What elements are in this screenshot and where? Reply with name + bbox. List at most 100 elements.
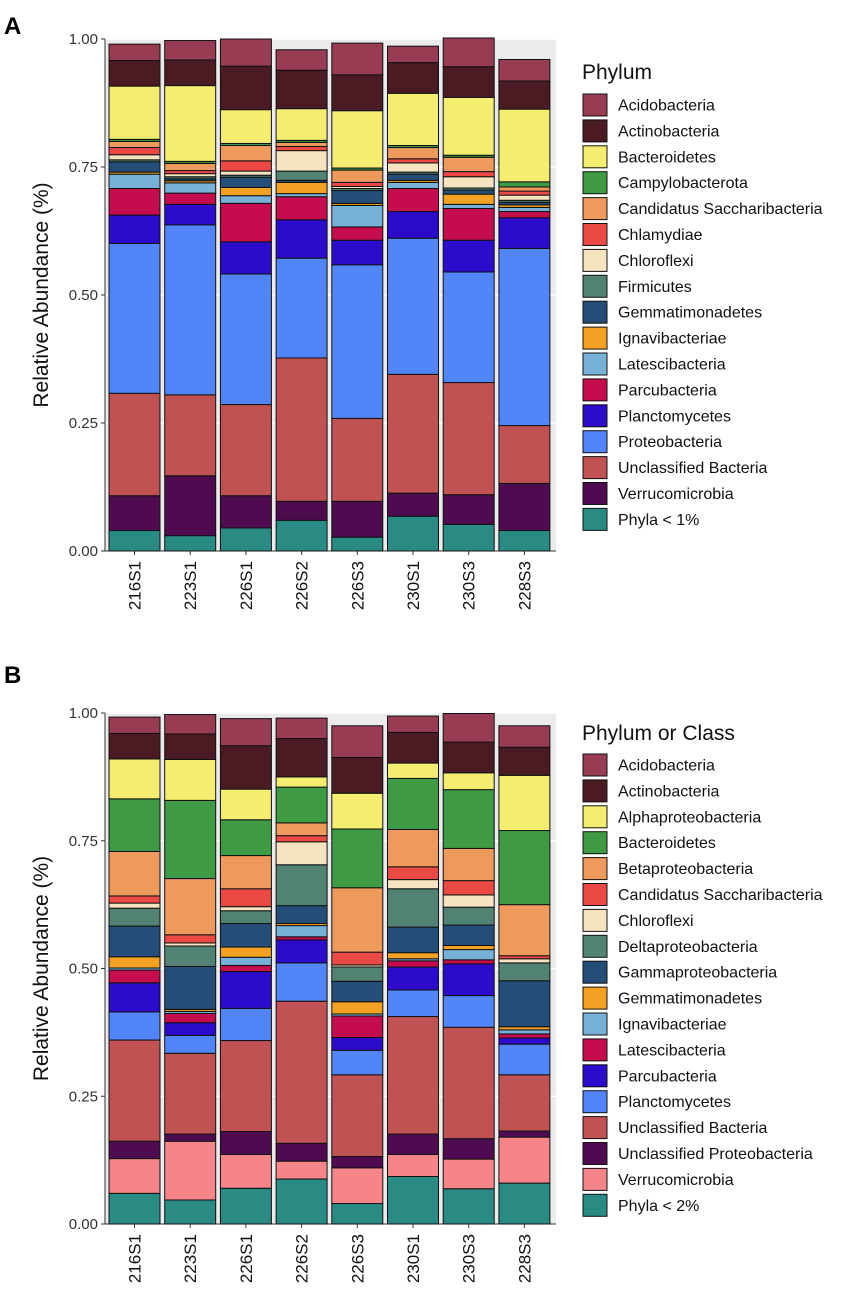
panel-a-bar-230s3-latescibacteria: 230S3 Latescibacteria: 0.008 [442,203,495,209]
panel-b-x-tick-label: 216S1 [126,1234,145,1283]
panel-a-bar-216s1-actinobacteria: 216S1 Actinobacteria: 0.05 [108,60,161,87]
panel-a-bar-223s1-bacteroidetes: 223S1 Bacteroidetes: 0.148 [164,85,217,162]
panel-a-bar-226s3-phyla-1pct: 226S3 Phyla < 1%: 0.027 [331,536,384,552]
panel-b-bar-223s1-candidatus-saccharibacteria: 223S1 Candidatus Saccharibacteria: 0.016 [164,934,217,944]
panel-a-bar-226s1-acidobacteria: 226S1 Acidobacteria: 0.053 [219,38,272,67]
panel-b-bar-230s1-bacteroidetes: 230S1 Bacteroidetes: 0.1 [387,777,439,831]
panel-b-legend-label-betaproteobacteria: Betaproteobacteria [618,861,753,878]
panel-b-bar-230s3-acidobacteria: 230S3 Acidobacteria: 0.056 [442,713,495,743]
panel-b-bar-230s1-gemmatimonadetes: 230S1 Gemmatimonadetes: 0.012 [387,952,439,960]
panel-b-bar-230s1-gammaproteobacteria: 230S1 Gammaproteobacteria: 0.05 [387,926,439,954]
panel-b-bar-223s1-verrucomicrobia: 223S1 Verrucomicrobia: 0.115 [164,1140,217,1201]
panel-b-bar-230s3-unclassified-bacteria: 230S3 Unclassified Bacteria: 0.218 [442,1026,495,1140]
panel-a-bar-230s1-verrucomicrobia: 230S1 Verrucomicrobia: 0.045 [387,492,439,517]
panel-a-bar-226s3-parcubacteria: 226S3 Parcubacteria: 0.026 [331,226,384,241]
panel-b-legend-label-planctomycetes: Planctomycetes [618,1094,731,1111]
panel-b-x-tick-label: 226S1 [237,1234,256,1283]
panel-b-bar-216s1-deltaproteobacteria: 216S1 Deltaproteobacteria: 0.035 [108,907,161,927]
panel-a-bar-230s3-ignavibacteriae: 230S3 Ignavibacteriae: 0.02 [442,193,495,205]
panel-b-bar-228s3-phyla-2pct: 228S3 Phyla < 2%: 0.08 [498,1182,551,1225]
panel-a-bar-230s1-unclassified-bacteria: 230S1 Unclassified Bacteria: 0.232 [387,373,439,494]
panel-a-bar-226s1-proteobacteria: 226S1 Proteobacteria: 0.255 [219,273,272,406]
panel-a-bar-230s1-gemmatimonadetes: 230S1 Gemmatimonadetes: 0.012 [387,173,439,181]
panel-b-legend-label-alphaproteobacteria: Alphaproteobacteria [618,809,761,826]
panel-b-bar-226s3-parcubacteria: 226S3 Parcubacteria: 0.025 [331,1036,384,1051]
panel-b-bar-230s3-gammaproteobacteria: 230S3 Gammaproteobacteria: 0.04 [442,924,495,947]
panel-b-bar-228s3-gammaproteobacteria: 228S3 Gammaproteobacteria: 0.09 [498,980,551,1028]
panel-a-bar-230s3-acidobacteria: 230S3 Acidobacteria: 0.056 [442,37,495,68]
panel-a-x-tick-label: 230S1 [404,561,423,610]
panel-b-bar-228s3-betaproteobacteria: 228S3 Betaproteobacteria: 0.1 [498,904,551,957]
panel-a-legend-swatch-firmicutes [582,274,608,298]
panel-b-bar-223s1-unclassified-proteobacteria: 223S1 Unclassified Proteobacteria: 0.014 [164,1133,217,1142]
panel-b-legend-label-gammaproteobacteria: Gammaproteobacteria [618,965,777,982]
panel-b-bar-230s3-phyla-2pct: 230S3 Phyla < 2%: 0.069 [442,1188,495,1225]
panel-a-bar-226s1-bacteroidetes: 226S1 Bacteroidetes: 0.066 [219,109,272,144]
panel-a-bar-226s3-gemmatimonadetes: 226S3 Gemmatimonadetes: 0.025 [331,190,384,204]
panel-b-y-axis-title: Relative Abundance (%) [30,856,53,1081]
panel-a-bar-226s2-chlamydiae: 226S2 Chlamydiae: 0.008 [275,146,328,152]
panel-b-bar-226s2-acidobacteria: 226S2 Acidobacteria: 0.04 [275,717,328,740]
panel-a-bar-230s3-planctomycetes: 230S3 Planctomycetes: 0.062 [442,239,495,273]
panel-b-legend-label-gemmatimonadetes: Gemmatimonadetes [618,991,762,1008]
panel-b-bar-228s3-actinobacteria: 228S3 Actinobacteria: 0.055 [498,746,551,776]
panel-a-bar-226s3-planctomycetes: 226S3 Planctomycetes: 0.048 [331,239,384,266]
panel-b-bar-230s3-bacteroidetes: 230S3 Bacteroidetes: 0.115 [442,789,495,849]
panel-a-bar-226s2-parcubacteria: 226S2 Parcubacteria: 0.045 [275,196,328,221]
panel-a-x-tick-label: 226S3 [348,561,367,610]
panel-b-legend-swatch-alphaproteobacteria [582,805,608,829]
panel-b-bar-226s2-phyla-2pct: 226S2 Phyla < 2%: 0.088 [275,1178,328,1225]
panel-b-bar-226s3-planctomycetes: 226S3 Planctomycetes: 0.048 [331,1049,384,1076]
panel-b-bar-216s1-parcubacteria: 216S1 Parcubacteria: 0.057 [108,982,161,1013]
panel-b-bar-223s1-acidobacteria: 223S1 Acidobacteria: 0.038 [164,714,217,735]
panel-a-bar-223s1-latescibacteria: 223S1 Latescibacteria: 0.02 [164,182,217,194]
panel-b-legend-label-phyla-2pct: Phyla < 2% [618,1198,699,1215]
panel-a-legend-swatch-ignavibacteriae [582,326,608,350]
panel-a-bar-223s1-verrucomicrobia: 223S1 Verrucomicrobia: 0.117 [164,475,217,537]
panel-a-bar-216s1-latescibacteria: 216S1 Latescibacteria: 0.028 [108,173,161,190]
panel-a-legend-swatch-chloroflexi [582,248,608,272]
panel-b-bar-226s1-gammaproteobacteria: 226S1 Gammaproteobacteria: 0.046 [219,923,272,948]
panel-b-bar-226s1-parcubacteria: 226S1 Parcubacteria: 0.072 [219,971,272,1009]
panel-b-legend-label-chloroflexi: Chloroflexi [618,913,694,930]
panel-a-bar-223s1-actinobacteria: 223S1 Actinobacteria: 0.05 [164,59,217,87]
panel-a-bar-226s2-chloroflexi: 226S2 Chloroflexi: 0.04 [275,150,328,172]
panel-b-bar-226s3-acidobacteria: 226S3 Acidobacteria: 0.062 [331,725,384,758]
panel-b-bar-226s2-verrucomicrobia: 226S2 Verrucomicrobia: 0.035 [275,1160,328,1180]
panel-b-legend-label-actinobacteria: Actinobacteria [618,783,719,800]
panel-b-legend-label-unclassified-bacteria: Unclassified Bacteria [618,1120,768,1137]
panel-a-bar-216s1-parcubacteria: 216S1 Parcubacteria: 0.052 [108,188,161,216]
panel-a-y-tick-label: 0.50 [69,287,98,304]
panel-b-bar-223s1-betaproteobacteria: 223S1 Betaproteobacteria: 0.11 [164,878,217,936]
panel-a-legend-swatch-parcubacteria [582,378,608,402]
panel-a-legend-swatch-gemmatimonadetes [582,300,608,324]
panel-a-bar-228s3-planctomycetes: 228S3 Planctomycetes: 0.06 [498,217,551,249]
panel-a-bar-216s1-phyla-1pct: 216S1 Phyla < 1%: 0.04 [108,530,161,552]
panel-a-legend-label-actinobacteria: Actinobacteria [618,123,719,140]
panel-a-bar-223s1-parcubacteria: 223S1 Parcubacteria: 0.022 [164,192,217,205]
panel-a-bar-216s1-chlamydiae: 216S1 Chlamydiae: 0.014 [108,147,161,156]
panel-a-legend-swatch-phyla-1pct [582,507,608,531]
panel-b-bar-223s1-alphaproteobacteria: 223S1 Alphaproteobacteria: 0.08 [164,759,217,801]
panel-a-bar-223s1-acidobacteria: 223S1 Acidobacteria: 0.038 [164,40,217,61]
panel-b-legend-swatch-verrucomicrobia [582,1167,608,1191]
panel-a-bar-226s2-bacteroidetes: 226S2 Bacteroidetes: 0.062 [275,108,328,141]
panel-b-x-tick-label: 228S3 [515,1234,534,1283]
panel-b-bar-226s3-verrucomicrobia: 226S3 Verrucomicrobia: 0.07 [331,1167,384,1205]
panel-b-bar-223s1-actinobacteria: 223S1 Actinobacteria: 0.05 [164,733,217,761]
panel-a-bar-226s1-ignavibacteriae: 226S1 Ignavibacteriae: 0.016 [219,186,272,197]
panel-a-legend-label-chloroflexi: Chloroflexi [618,253,694,270]
panel-b-bar-226s3-deltaproteobacteria: 226S3 Deltaproteobacteria: 0.028 [331,966,384,982]
panel-a-legend-label-unclassified-bacteria: Unclassified Bacteria [618,460,768,477]
panel-b-bar-226s2-actinobacteria: 226S2 Actinobacteria: 0.075 [275,738,328,778]
panel-b-bar-216s1-unclassified-bacteria: 216S1 Unclassified Bacteria: 0.198 [108,1039,161,1142]
panel-a-legend-label-acidobacteria: Acidobacteria [618,98,715,115]
panel-b-bar-226s2-planctomycetes: 226S2 Planctomycetes: 0.075 [275,962,328,1002]
panel-b-bar-230s1-planctomycetes: 230S1 Planctomycetes: 0.052 [387,989,439,1018]
panel-b-bar-223s1-phyla-2pct: 223S1 Phyla < 2%: 0.047 [164,1199,217,1225]
panel-a-bar-216s1-proteobacteria: 216S1 Proteobacteria: 0.293 [108,242,161,394]
panel-b-legend-swatch-parcubacteria [582,1064,608,1088]
panel-a-bar-226s2-actinobacteria: 226S2 Actinobacteria: 0.075 [275,69,328,110]
panel-a-legend-label-planctomycetes: Planctomycetes [618,408,731,425]
panel-a-legend-swatch-campylobacterota [582,171,608,195]
